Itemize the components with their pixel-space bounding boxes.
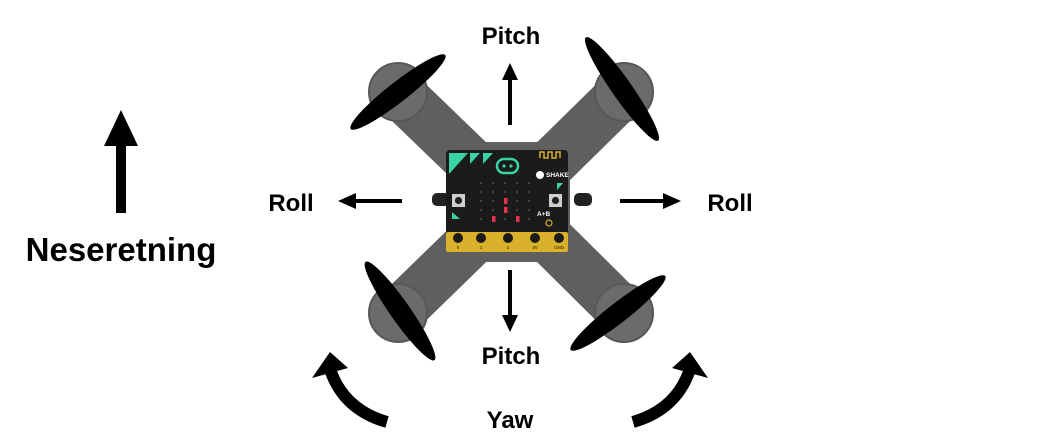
led-off <box>528 191 530 193</box>
led-off <box>504 191 506 193</box>
pin-label: GND <box>554 245 565 250</box>
pitch-arrow-down <box>502 270 518 332</box>
heading-arrow <box>104 110 138 213</box>
pin-hole <box>453 233 463 243</box>
led-off <box>528 182 530 184</box>
pin-holes: 0 1 2 3V GND <box>453 233 565 250</box>
roll-arrow-left <box>338 193 402 209</box>
pin-hole <box>503 233 513 243</box>
yaw-arrow-right <box>631 352 708 428</box>
shake-label: SHAKE <box>546 172 569 179</box>
pin-hole <box>476 233 486 243</box>
led-matrix <box>480 182 530 222</box>
led-off <box>504 182 506 184</box>
led-off <box>492 200 494 202</box>
yaw-label: Yaw <box>487 407 534 434</box>
pin-label: 0 <box>457 245 460 250</box>
pitch-label-top: Pitch <box>482 23 541 50</box>
yaw-arrow-left <box>312 352 389 428</box>
led-on <box>504 198 508 204</box>
microbit-board: SHAKE A+B 0 1 2 3V GND <box>432 150 592 252</box>
led-off <box>492 209 494 211</box>
pin-label: 1 <box>480 245 483 250</box>
led-off <box>480 182 482 184</box>
led-off <box>480 209 482 211</box>
shake-icon <box>536 171 544 179</box>
led-off <box>504 218 506 220</box>
led-on <box>504 207 508 213</box>
button-a <box>452 194 465 207</box>
led-off <box>480 191 482 193</box>
pin-label: 3V <box>532 245 538 250</box>
led-off <box>480 200 482 202</box>
propeller-top-left <box>350 54 446 130</box>
button-b <box>549 194 562 207</box>
pitch-arrow-up <box>502 63 518 125</box>
led-off <box>516 182 518 184</box>
led-off <box>492 191 494 193</box>
roll-arrow-right <box>620 193 681 209</box>
led-off <box>528 209 530 211</box>
pin-hole <box>554 233 564 243</box>
pin-label: 2 <box>507 245 510 250</box>
led-off <box>528 218 530 220</box>
led-off <box>516 209 518 211</box>
led-off <box>516 200 518 202</box>
pitch-label-bottom: Pitch <box>482 343 541 370</box>
led-on <box>492 216 496 222</box>
propeller-bottom-left <box>364 261 436 361</box>
ab-label: A+B <box>537 211 550 218</box>
led-off <box>528 200 530 202</box>
heading-label: Neseretning <box>26 231 217 268</box>
propeller-bottom-right <box>570 275 666 351</box>
led-off <box>516 191 518 193</box>
roll-label-left: Roll <box>268 190 313 217</box>
propeller-top-right <box>584 37 660 141</box>
led-off <box>492 182 494 184</box>
led-off <box>480 218 482 220</box>
pin-hole <box>530 233 540 243</box>
led-on <box>516 216 520 222</box>
roll-label-right: Roll <box>707 190 752 217</box>
